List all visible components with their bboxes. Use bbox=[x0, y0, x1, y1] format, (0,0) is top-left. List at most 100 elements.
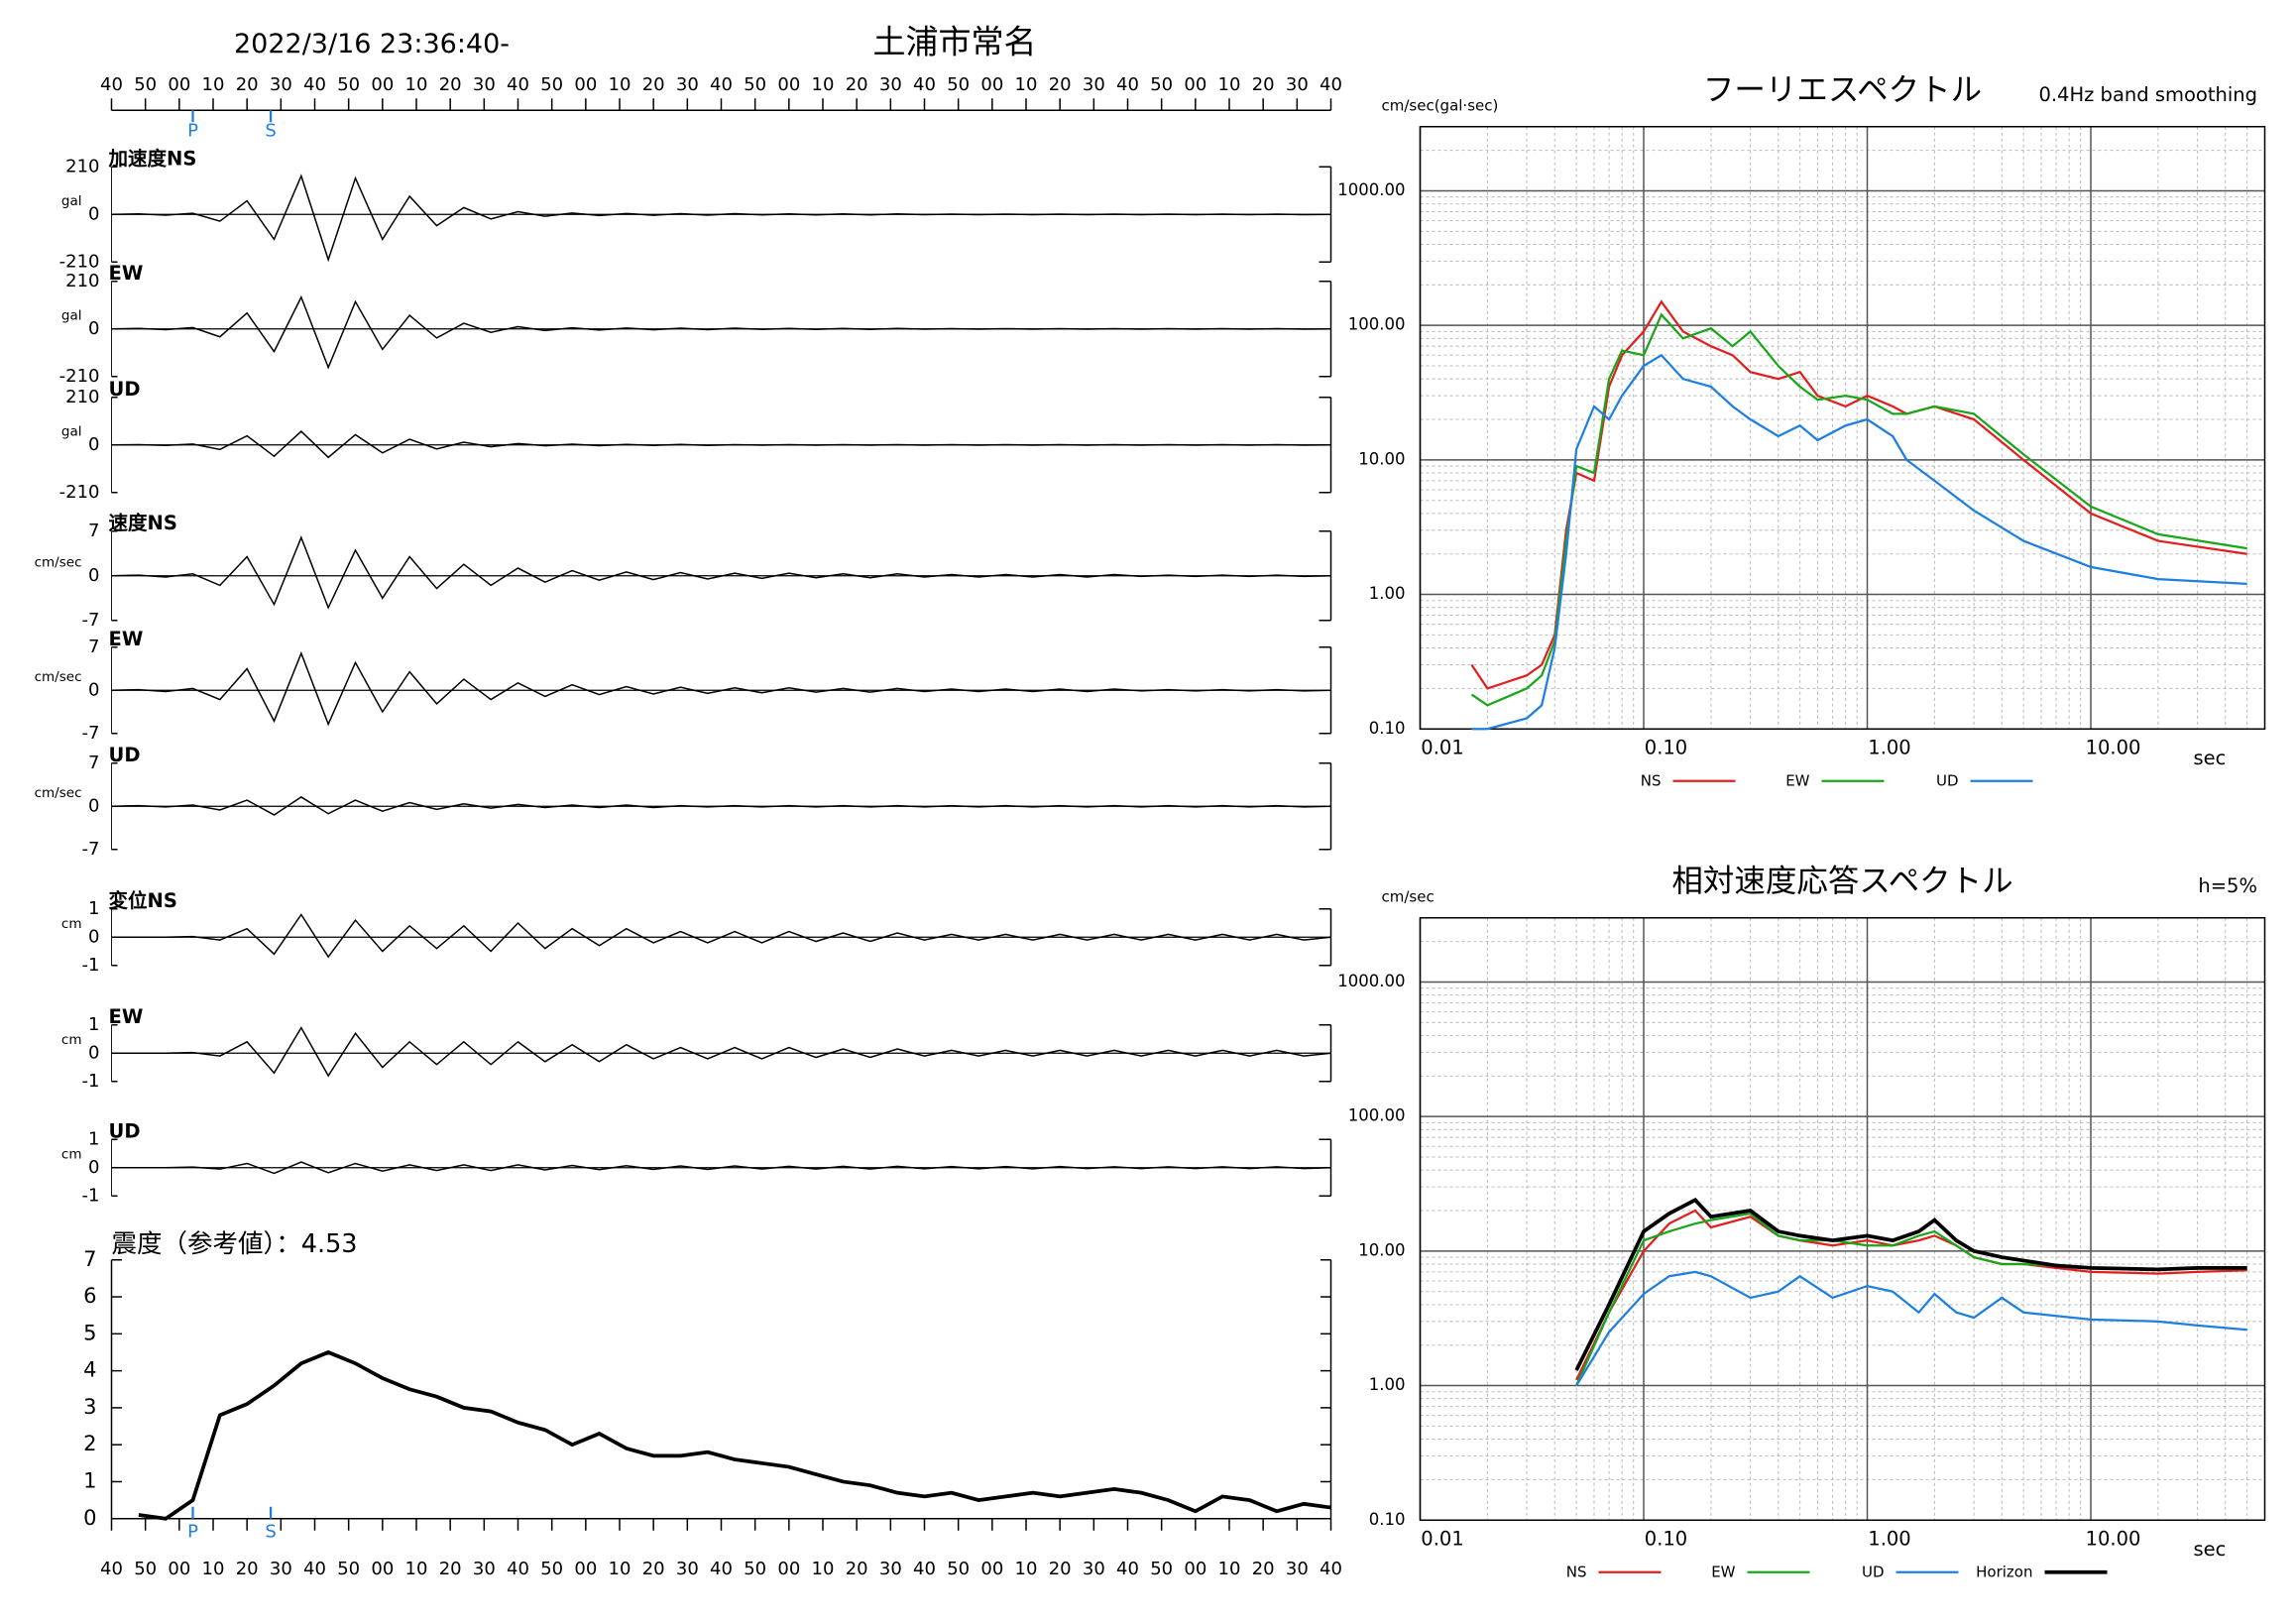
y-tick-label: 0 bbox=[83, 1506, 96, 1530]
panel-label: UD bbox=[109, 378, 141, 401]
time-tick-label: 00 bbox=[574, 74, 597, 95]
panel-label: 速度NS bbox=[109, 512, 177, 534]
time-tick-label: 10 bbox=[812, 74, 835, 95]
legend-label: NS bbox=[1566, 1563, 1587, 1580]
time-tick-label: 40 bbox=[507, 74, 529, 95]
chart-subtitle: h=5% bbox=[2198, 874, 2257, 897]
panel-unit: cm/sec bbox=[35, 669, 82, 685]
time-tick-label: 10 bbox=[202, 1559, 225, 1579]
waveform-trace bbox=[111, 535, 1331, 610]
chart-subtitle: 0.4Hz band smoothing bbox=[2038, 83, 2257, 106]
time-tick-label: 50 bbox=[337, 1559, 360, 1579]
time-tick-label: 10 bbox=[1015, 1559, 1038, 1579]
time-tick-label: 40 bbox=[913, 74, 936, 95]
y-axis-label: cm/sec(gal·sec) bbox=[1382, 96, 1499, 114]
time-tick-label: 20 bbox=[236, 1559, 259, 1579]
time-tick-label: 00 bbox=[371, 74, 394, 95]
y-tick-label: 1 bbox=[88, 1014, 99, 1035]
y-tick-label: -210 bbox=[59, 366, 100, 387]
y-tick-label: 0 bbox=[88, 1042, 99, 1063]
time-tick-label: 30 bbox=[1286, 1559, 1309, 1579]
time-tick-label: 10 bbox=[1218, 74, 1241, 95]
time-tick-label: 00 bbox=[574, 1559, 597, 1579]
y-tick-label: 2 bbox=[83, 1432, 96, 1455]
y-tick-label: 1 bbox=[88, 1128, 99, 1149]
time-tick-label: 40 bbox=[507, 1559, 529, 1579]
chart-title: 相対速度応答スペクトル bbox=[1671, 864, 2012, 899]
waveform-trace bbox=[111, 430, 1331, 459]
time-tick-label: 50 bbox=[540, 74, 563, 95]
y-tick-label: 7 bbox=[88, 753, 99, 773]
spectrum-line bbox=[1471, 353, 2247, 731]
time-tick-label: 30 bbox=[1286, 74, 1309, 95]
time-tick-label: 40 bbox=[100, 1559, 123, 1579]
y-tick-label: 0 bbox=[88, 679, 99, 700]
panel-label: UD bbox=[109, 1119, 141, 1142]
y-tick-label: 1 bbox=[88, 898, 99, 919]
x-tick-label: 0.10 bbox=[1645, 736, 1687, 758]
legend-label: NS bbox=[1641, 771, 1662, 789]
plot-frame bbox=[1419, 125, 2266, 730]
spectrum-line bbox=[1470, 312, 2247, 707]
time-tick-label: 00 bbox=[1184, 74, 1206, 95]
time-tick-label: 00 bbox=[980, 1559, 1003, 1579]
time-tick-label: 40 bbox=[913, 1559, 936, 1579]
time-tick-label: 30 bbox=[270, 1559, 292, 1579]
y-tick-label: 1.00 bbox=[1369, 1375, 1406, 1394]
y-tick-label: -7 bbox=[82, 610, 100, 631]
y-tick-label: 0 bbox=[88, 565, 99, 586]
y-tick-label: 210 bbox=[65, 156, 99, 176]
time-tick-label: 50 bbox=[744, 1559, 766, 1579]
time-tick-label: 00 bbox=[980, 74, 1003, 95]
time-tick-label: 20 bbox=[439, 74, 462, 95]
panel-unit: cm bbox=[61, 1146, 82, 1162]
time-tick-label: 10 bbox=[609, 1559, 631, 1579]
time-tick-label: 50 bbox=[337, 74, 360, 95]
legend-label: UD bbox=[1936, 771, 1959, 789]
time-tick-label: 30 bbox=[676, 74, 699, 95]
panel-unit: gal bbox=[61, 423, 82, 439]
time-tick-label: 00 bbox=[371, 1559, 394, 1579]
time-tick-label: 30 bbox=[879, 74, 902, 95]
y-tick-label: 4 bbox=[83, 1358, 96, 1382]
time-tick-label: 30 bbox=[1083, 1559, 1105, 1579]
panel-label: EW bbox=[109, 262, 144, 285]
time-tick-label: 20 bbox=[846, 74, 868, 95]
time-tick-label: 30 bbox=[879, 1559, 902, 1579]
time-tick-label: 20 bbox=[1049, 74, 1072, 95]
y-tick-label: 7 bbox=[88, 637, 99, 657]
time-tick-label: 40 bbox=[100, 74, 123, 95]
time-tick-label: 50 bbox=[744, 74, 766, 95]
time-tick-label: 30 bbox=[473, 74, 496, 95]
phase-label: S bbox=[265, 1521, 276, 1542]
time-tick-label: 00 bbox=[168, 1559, 190, 1579]
y-tick-label: 6 bbox=[83, 1284, 96, 1308]
time-tick-label: 20 bbox=[1252, 1559, 1275, 1579]
waveform-trace bbox=[111, 796, 1331, 816]
time-tick-label: 50 bbox=[1150, 1559, 1173, 1579]
y-tick-label: 5 bbox=[83, 1321, 96, 1344]
plot-frame bbox=[1419, 917, 2266, 1521]
time-tick-label: 00 bbox=[777, 1559, 800, 1579]
panel-unit: gal bbox=[61, 193, 82, 209]
y-tick-label: 3 bbox=[83, 1395, 96, 1419]
panel-label: EW bbox=[109, 1005, 144, 1028]
panel-label: 加速度NS bbox=[108, 147, 197, 170]
chart-title: フーリエスペクトル bbox=[1703, 72, 1982, 108]
time-tick-label: 20 bbox=[642, 1559, 665, 1579]
y-tick-label: 0 bbox=[88, 795, 99, 816]
phase-label: P bbox=[187, 1521, 198, 1542]
x-axis-label: sec bbox=[2194, 1538, 2227, 1561]
time-tick-label: 20 bbox=[642, 74, 665, 95]
y-tick-label: 10.00 bbox=[1358, 449, 1405, 468]
y-tick-label: 1000.00 bbox=[1337, 180, 1405, 199]
time-tick-label: 00 bbox=[777, 74, 800, 95]
time-tick-label: 10 bbox=[812, 1559, 835, 1579]
phase-label: S bbox=[265, 120, 276, 141]
time-tick-label: 30 bbox=[473, 1559, 496, 1579]
time-tick-label: 10 bbox=[405, 74, 428, 95]
y-tick-label: -7 bbox=[82, 723, 100, 744]
y-tick-label: -7 bbox=[82, 839, 100, 860]
waveform-trace bbox=[111, 650, 1331, 727]
